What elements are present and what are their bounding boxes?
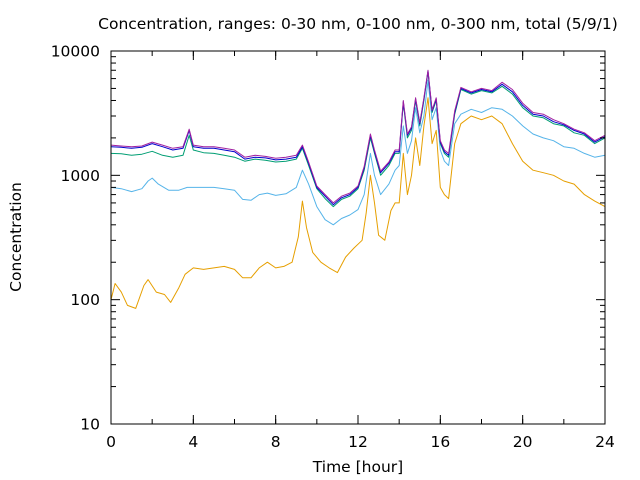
x-tick-label: 0 (106, 433, 116, 451)
x-tick-label: 4 (188, 433, 198, 451)
series-line-3 (110, 71, 606, 208)
y-axis-label: Concentration (7, 182, 25, 292)
y-tick-label: 10000 (51, 43, 100, 61)
x-tick-label: 8 (271, 433, 281, 451)
series-line-4 (110, 70, 606, 206)
series-line-5 (110, 69, 606, 204)
x-axis-ticks: 0 4 8 12 16 20 24 (106, 51, 615, 451)
y-tick-label: 10 (80, 416, 100, 434)
x-axis-label: Time [hour] (312, 458, 403, 476)
y-tick-label: 1000 (61, 167, 100, 185)
plot-frame (110, 50, 606, 425)
chart-title: Concentration, ranges: 0-30 nm, 0-100 nm… (98, 15, 618, 33)
series-line-1 (110, 97, 606, 309)
x-tick-label: 12 (348, 433, 368, 451)
y-axis-ticks: 10 100 1000 10000 (51, 43, 605, 434)
x-tick-label: 20 (513, 433, 533, 451)
x-tick-label: 16 (430, 433, 450, 451)
series-group (110, 69, 606, 309)
series-line-2 (110, 79, 606, 226)
y-tick-label: 100 (70, 291, 100, 309)
x-tick-label: 24 (595, 433, 615, 451)
